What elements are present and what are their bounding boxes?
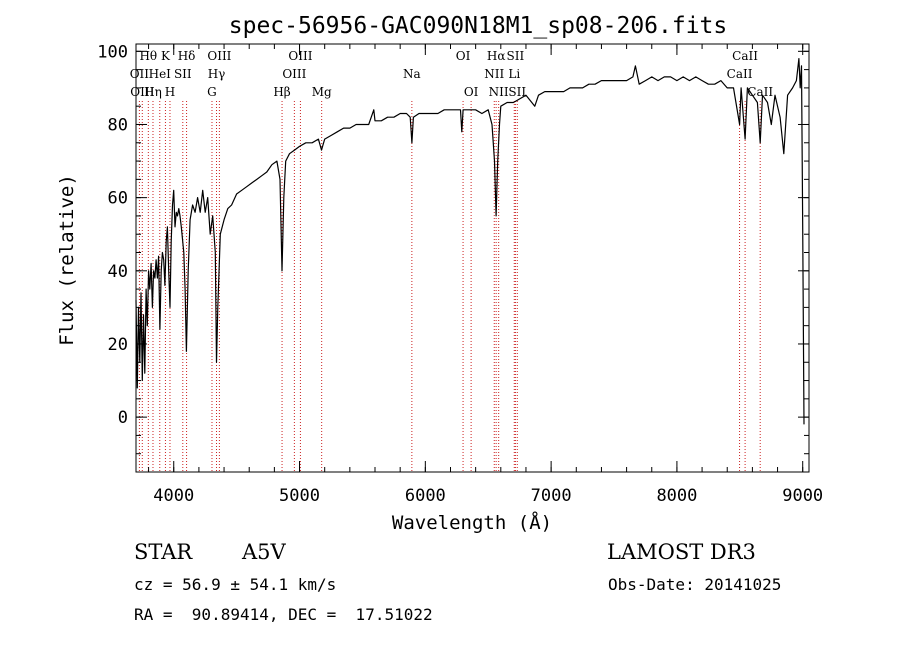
object-subclass: A5V xyxy=(242,540,286,564)
marker-label: CaII xyxy=(732,49,758,63)
marker-label: OIII xyxy=(207,49,231,63)
x-tick-label: 9000 xyxy=(782,486,823,506)
y-tick-label: 100 xyxy=(97,42,128,62)
x-tick-label: 5000 xyxy=(279,486,320,506)
plot-frame xyxy=(135,43,810,473)
marker-label: Hβ xyxy=(273,85,290,99)
marker-label: Li xyxy=(508,67,520,81)
x-tick-label: 8000 xyxy=(656,486,697,506)
survey-name: LAMOST DR3 xyxy=(607,540,756,564)
object-class: STAR xyxy=(134,540,193,564)
marker-label: H xyxy=(165,85,175,99)
marker-label: CaII xyxy=(747,85,773,99)
marker-label: OIII xyxy=(130,85,154,99)
x-tick-label: 7000 xyxy=(531,486,572,506)
marker-label: Hδ xyxy=(178,49,196,63)
y-tick-label: 80 xyxy=(108,115,128,135)
spectrum-line xyxy=(135,57,805,425)
marker-label: OIII xyxy=(288,49,312,63)
y-tick-label: 40 xyxy=(108,262,128,282)
y-tick-label: 60 xyxy=(108,189,128,209)
x-tick-label: 6000 xyxy=(405,486,446,506)
marker-label: G xyxy=(207,85,217,99)
axis-ticks: 4000 5000 6000 7000 8000 9000 0 20 40 60 80 100 xyxy=(97,42,823,506)
marker-label: NII xyxy=(489,85,509,99)
marker-label: Hγ xyxy=(208,67,226,81)
y-axis-label: Flux (relative) xyxy=(56,174,78,346)
spectral-line-markers: OII OIII Hθ Hη HeI K H SII Hδ G Hγ OIII Hβ OIII OIII Mg… xyxy=(130,49,773,472)
marker-label: NII xyxy=(484,67,504,81)
marker-label: Na xyxy=(403,67,421,81)
marker-label: HeI xyxy=(149,67,172,81)
redshift-text: cz = 56.9 ± 54.1 km/s xyxy=(134,575,337,594)
marker-label: CaII xyxy=(727,67,753,81)
marker-label: SII xyxy=(507,49,525,63)
marker-label: SII xyxy=(174,67,192,81)
marker-label: Mg xyxy=(312,85,332,99)
y-tick-label: 20 xyxy=(108,335,128,355)
marker-label: Hθ xyxy=(139,49,157,63)
coordinates-text: RA = 90.89414, DEC = 17.51022 xyxy=(134,605,433,624)
marker-label: OI xyxy=(464,85,479,99)
marker-label: OIII xyxy=(282,67,306,81)
x-axis-label: Wavelength (Å) xyxy=(392,511,552,534)
marker-label: SII xyxy=(508,85,526,99)
marker-label: Hα xyxy=(487,49,506,63)
marker-label: OII xyxy=(130,67,150,81)
marker-label: K xyxy=(161,49,171,63)
chart-title: spec-56956-GAC090N18M1_sp08-206.fits xyxy=(229,13,728,39)
marker-label: OI xyxy=(456,49,471,63)
y-tick-label: 0 xyxy=(118,408,128,428)
obs-date-text: Obs-Date: 20141025 xyxy=(608,575,782,594)
marker-label: Hη xyxy=(144,85,162,99)
x-tick-label: 4000 xyxy=(153,486,194,506)
